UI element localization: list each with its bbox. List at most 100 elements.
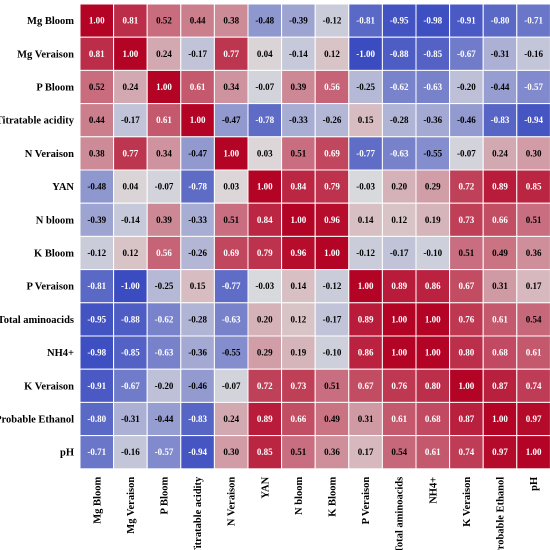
cell-value-label: 0.24	[492, 148, 508, 158]
heatmap-cell	[146, 103, 182, 138]
heatmap-cell	[348, 136, 383, 171]
heatmap-cell	[415, 335, 451, 370]
heatmap-cell	[482, 435, 518, 470]
cell-value-label: 1.00	[190, 115, 206, 125]
heatmap-cell	[113, 302, 148, 337]
cell-value-label: 1.00	[391, 348, 407, 358]
cell-value-label: 0.04	[257, 49, 273, 59]
cell-value-label: -0.91	[457, 16, 476, 26]
cell-value-label: -0.88	[390, 49, 409, 59]
heatmap-cell	[247, 69, 283, 105]
cell-value-label: 0.72	[459, 182, 475, 192]
cell-value-label: -0.63	[423, 82, 442, 92]
heatmap-cell	[281, 202, 316, 237]
cell-value-label: -0.28	[188, 314, 207, 324]
cell-value-label: -0.80	[491, 16, 510, 26]
cell-value-label: -0.78	[255, 115, 274, 125]
row-label: K Bloom	[34, 249, 74, 260]
heatmap-cell	[314, 335, 350, 370]
cell-value-label: 0.76	[391, 381, 407, 391]
row-label: Titratable acidity	[0, 116, 75, 127]
cell-value-label: -0.55	[222, 348, 241, 358]
cell-value-label: 0.12	[291, 314, 307, 324]
heatmap-cell	[348, 335, 383, 370]
heatmap-cell	[281, 103, 316, 138]
heatmap-cell	[415, 202, 451, 237]
cell-value-label: 0.80	[459, 348, 475, 358]
heatmap-cell	[180, 302, 215, 337]
heatmap-cell	[281, 368, 316, 403]
heatmap-cell	[146, 368, 182, 403]
heatmap-cell	[449, 36, 484, 71]
cell-value-label: -0.91	[87, 381, 106, 391]
cell-value-label: -0.03	[255, 281, 274, 291]
heatmap-cell	[516, 302, 550, 337]
cell-value-label: 0.61	[190, 82, 206, 92]
heatmap-cell	[113, 169, 148, 204]
cell-value-label: 0.14	[291, 281, 307, 291]
cell-value-label: -0.55	[423, 148, 442, 158]
cell-value-label: 0.84	[257, 215, 273, 225]
heatmap-cell	[113, 368, 148, 403]
heatmap-cell	[281, 401, 316, 437]
cell-value-label: 0.15	[358, 115, 374, 125]
heatmap-cell	[482, 36, 518, 71]
cell-value-label: 0.81	[89, 49, 105, 59]
heatmap-cell	[213, 235, 249, 271]
cell-value-label: 0.72	[257, 381, 273, 391]
heatmap-cell	[247, 3, 283, 38]
cell-value-label: 0.73	[291, 381, 307, 391]
cell-value-label: 0.69	[223, 248, 239, 258]
heatmap-cell	[516, 36, 550, 71]
cell-value-label: 0.24	[223, 414, 239, 424]
cell-value-label: -0.12	[323, 16, 342, 26]
column-label: P Veraison	[361, 477, 372, 525]
cell-value-label: 0.20	[391, 182, 407, 192]
cell-value-label: -0.25	[356, 82, 375, 92]
cell-value-label: -0.25	[155, 281, 174, 291]
cell-value-label: -0.67	[121, 381, 140, 391]
heatmap-cell	[146, 169, 182, 204]
cell-value-label: 0.34	[223, 82, 239, 92]
heatmap-cell	[247, 202, 283, 237]
cell-value-label: -0.14	[121, 215, 140, 225]
cell-value-label: -0.07	[155, 182, 174, 192]
cell-value-label: 0.29	[425, 182, 441, 192]
cell-value-label: 0.67	[459, 281, 475, 291]
heatmap-cell	[180, 368, 215, 403]
heatmap-cell	[146, 269, 182, 304]
cell-value-label: 0.03	[223, 182, 239, 192]
cell-value-label: -0.17	[188, 49, 207, 59]
heatmap-cell	[381, 235, 417, 271]
heatmap-cell	[449, 302, 484, 337]
cell-value-label: 0.52	[89, 82, 105, 92]
cell-value-label: -0.46	[188, 381, 207, 391]
cell-value-label: -0.39	[289, 16, 308, 26]
cell-value-label: 1.00	[425, 348, 441, 358]
cell-value-label: 0.86	[358, 348, 374, 358]
heatmap-cell	[146, 136, 182, 171]
heatmap-cell	[381, 3, 417, 38]
cell-value-label: 0.69	[324, 148, 340, 158]
column-label: N bloom	[294, 477, 305, 515]
heatmap-cell	[79, 36, 115, 71]
heatmap-cell	[247, 169, 283, 204]
cell-value-label: 0.51	[291, 447, 307, 457]
heatmap-cell	[482, 202, 518, 237]
heatmap-cell	[180, 401, 215, 437]
cell-value-label: -0.94	[188, 447, 207, 457]
cell-value-label: -0.78	[188, 182, 207, 192]
cell-value-label: 0.61	[156, 115, 172, 125]
heatmap-cell	[516, 269, 550, 304]
heatmap-cell	[113, 269, 148, 304]
heatmap-cell	[247, 36, 283, 71]
cell-value-label: -0.20	[457, 82, 476, 92]
cell-value-label: -0.20	[155, 381, 174, 391]
heatmap-cell	[348, 368, 383, 403]
cell-value-label: -0.26	[323, 115, 342, 125]
cell-value-label: 0.44	[190, 16, 206, 26]
cell-value-label: -0.83	[491, 115, 510, 125]
heatmap-cells: 1.00 0.81 0.52 0.44 0.38 -0.48 -0.39 -0.12 -0.81…	[79, 3, 550, 470]
cell-value-label: -0.39	[87, 215, 106, 225]
